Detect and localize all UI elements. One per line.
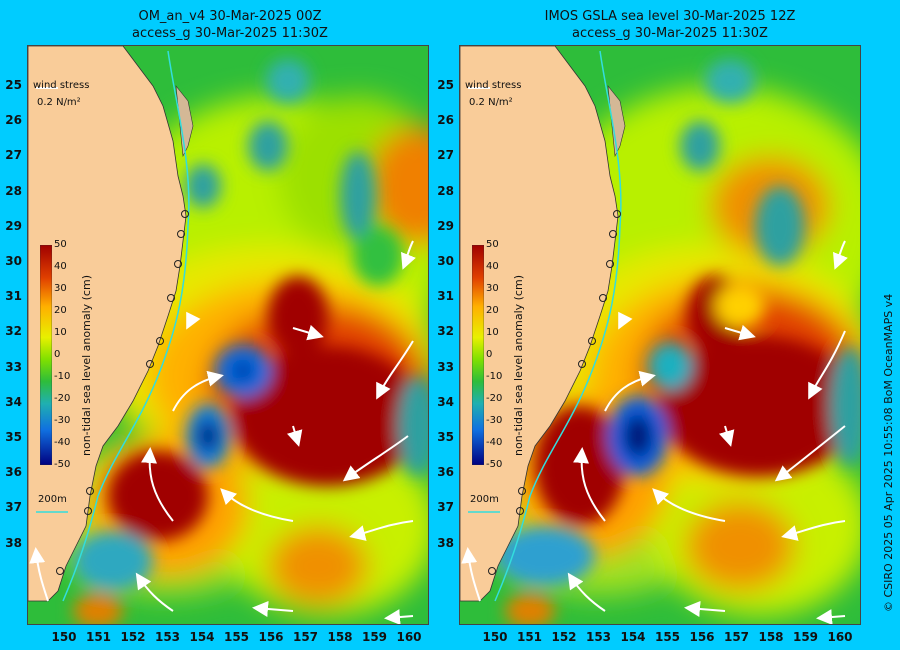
colorbar-tick: 0 xyxy=(54,349,61,360)
longitude-label: 150 xyxy=(482,630,508,644)
latitude-label: 27 xyxy=(5,148,22,163)
latitude-label: 33 xyxy=(437,359,454,374)
longitude-label: 154 xyxy=(189,630,215,644)
colorbar-tick: -50 xyxy=(486,459,503,470)
panel-title-right: IMOS GSLA sea level 30-Mar-2025 12Z acce… xyxy=(455,8,885,42)
colorbar-tick: -20 xyxy=(54,393,71,404)
wind-stress-label-right: wind stress xyxy=(465,80,522,91)
panel-title-left: OM_an_v4 30-Mar-2025 00Z access_g 30-Mar… xyxy=(15,8,445,42)
wind-stress-vectors-right xyxy=(461,240,848,624)
longitude-label: 158 xyxy=(758,630,784,644)
longitude-label: 160 xyxy=(827,630,853,644)
colorbar-left xyxy=(39,244,53,469)
latitude-label: 38 xyxy=(5,535,22,550)
colorbar-tick: -50 xyxy=(54,459,71,470)
latitude-label: 25 xyxy=(437,78,454,92)
colorbar-tick: 40 xyxy=(486,261,499,272)
latitude-label: 33 xyxy=(5,359,22,374)
longitude-label: 155 xyxy=(223,630,250,644)
latitude-label: 31 xyxy=(437,289,454,304)
colorbar-right xyxy=(471,244,485,469)
colorbar-tick: -40 xyxy=(486,437,503,448)
longitude-label: 152 xyxy=(120,630,146,644)
wind-stress-scale-right: 0.2 N/m² xyxy=(469,97,513,108)
latitude-label: 26 xyxy=(437,113,454,128)
latitude-label: 30 xyxy=(437,254,454,268)
colorbar-tick: 0 xyxy=(486,349,493,360)
longitude-label: 153 xyxy=(154,630,181,644)
longitude-label: 151 xyxy=(516,630,543,644)
latitude-label: 27 xyxy=(437,148,454,163)
longitude-label: 160 xyxy=(396,630,422,644)
colorbar-tick: 50 xyxy=(54,239,67,250)
latitude-label: 32 xyxy=(437,324,454,339)
longitude-label: 157 xyxy=(292,630,319,644)
latitude-label: 36 xyxy=(5,465,22,480)
longitude-label: 155 xyxy=(654,630,681,644)
longitude-label: 154 xyxy=(620,630,646,644)
colorbar-tick: -10 xyxy=(486,371,503,382)
colorbar-tick: -10 xyxy=(54,371,71,382)
longitude-label: 156 xyxy=(689,630,715,644)
colorbar-tick: 40 xyxy=(54,261,67,272)
wind-stress-vectors-left xyxy=(29,240,416,624)
colorbar-tick: 50 xyxy=(486,239,499,250)
longitude-label: 159 xyxy=(792,630,819,644)
isobath-label-left: 200m xyxy=(38,494,67,505)
colorbar-tick: 10 xyxy=(486,327,499,338)
latitude-label: 30 xyxy=(5,254,22,268)
colorbar-tick: 30 xyxy=(54,283,67,294)
latitude-label: 26 xyxy=(5,113,22,128)
latitude-label: 37 xyxy=(5,500,22,515)
latitude-label: 32 xyxy=(5,324,22,339)
colorbar-tick: -40 xyxy=(54,437,71,448)
colorbar-tick: 20 xyxy=(486,305,499,316)
isobath-label-right: 200m xyxy=(470,494,499,505)
wind-stress-label-left: wind stress xyxy=(33,80,90,91)
map-panel-right[interactable] xyxy=(459,45,861,625)
longitude-label: 153 xyxy=(585,630,612,644)
longitude-label: 159 xyxy=(361,630,388,644)
colorbar-title-left: non-tidal sea level anomaly (cm) xyxy=(80,275,93,456)
latitude-label: 34 xyxy=(5,394,22,409)
latitude-label: 28 xyxy=(437,183,454,198)
latitude-label: 29 xyxy=(437,218,454,233)
latitude-label: 35 xyxy=(5,430,22,444)
panel-title-left-line1: OM_an_v4 30-Mar-2025 00Z xyxy=(138,9,322,24)
longitude-label: 151 xyxy=(85,630,112,644)
longitude-label: 156 xyxy=(258,630,284,644)
panel-title-left-line2: access_g 30-Mar-2025 11:30Z xyxy=(132,26,328,41)
latitude-label: 31 xyxy=(5,289,22,304)
sea-level-map-right xyxy=(460,46,860,624)
colorbar-gradient-right xyxy=(471,244,485,466)
panel-title-right-line2: access_g 30-Mar-2025 11:30Z xyxy=(572,26,768,41)
latitude-label: 35 xyxy=(437,430,454,444)
colorbar-gradient-left xyxy=(39,244,53,466)
colorbar-tick: 30 xyxy=(486,283,499,294)
latitude-label: 25 xyxy=(5,78,22,92)
colorbar-tick: 10 xyxy=(54,327,67,338)
colorbar-tick: -20 xyxy=(486,393,503,404)
colorbar-title-right: non-tidal sea level anomaly (cm) xyxy=(512,275,525,456)
credit-text: © CSIRO 2025 05 Apr 2025 10:55:08 BoM Oc… xyxy=(882,293,895,612)
colorbar-tick: -30 xyxy=(54,415,71,426)
latitude-label: 28 xyxy=(5,183,22,198)
longitude-label: 158 xyxy=(327,630,353,644)
longitude-label: 150 xyxy=(51,630,77,644)
panel-title-right-line1: IMOS GSLA sea level 30-Mar-2025 12Z xyxy=(544,9,796,24)
longitude-label: 152 xyxy=(551,630,577,644)
longitude-label: 157 xyxy=(723,630,750,644)
latitude-label: 37 xyxy=(437,500,454,515)
latitude-label: 34 xyxy=(437,394,454,409)
sea-level-map-left xyxy=(28,46,428,624)
wind-stress-scale-left: 0.2 N/m² xyxy=(37,97,81,108)
latitude-label: 29 xyxy=(5,218,22,233)
latitude-label: 38 xyxy=(437,535,454,550)
latitude-label: 36 xyxy=(437,465,454,480)
colorbar-tick: 20 xyxy=(54,305,67,316)
colorbar-tick: -30 xyxy=(486,415,503,426)
map-panel-left[interactable] xyxy=(27,45,429,625)
